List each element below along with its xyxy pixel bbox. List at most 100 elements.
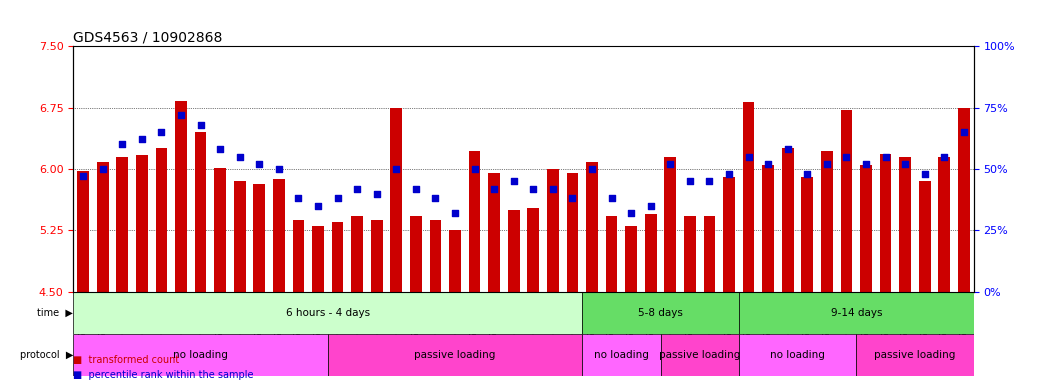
Point <box>819 161 836 167</box>
Point <box>387 166 404 172</box>
Point <box>407 185 424 192</box>
Bar <box>449 230 461 292</box>
Bar <box>156 149 168 292</box>
Point <box>525 185 541 192</box>
Text: no loading: no loading <box>771 350 825 360</box>
Point <box>466 166 483 172</box>
Point <box>564 195 581 202</box>
Point <box>544 185 561 192</box>
Bar <box>253 184 265 292</box>
Bar <box>879 154 891 292</box>
Point <box>662 161 678 167</box>
Bar <box>645 214 656 292</box>
Point <box>486 185 503 192</box>
Point <box>251 161 268 167</box>
Bar <box>704 217 715 292</box>
Point <box>270 166 287 172</box>
Bar <box>782 149 794 292</box>
Point <box>173 112 190 118</box>
Point <box>838 154 854 160</box>
Bar <box>312 226 324 292</box>
Point <box>369 190 385 197</box>
Bar <box>391 108 402 292</box>
Bar <box>919 181 931 292</box>
Bar <box>723 177 735 292</box>
Text: no loading: no loading <box>594 350 649 360</box>
Point <box>447 210 464 216</box>
Point <box>583 166 600 172</box>
Bar <box>625 226 637 292</box>
Point <box>720 171 737 177</box>
Bar <box>488 173 500 292</box>
Bar <box>586 162 598 292</box>
Point <box>310 203 327 209</box>
FancyBboxPatch shape <box>328 334 582 376</box>
Bar <box>684 217 696 292</box>
FancyBboxPatch shape <box>73 292 582 334</box>
Bar <box>116 157 128 292</box>
Text: GDS4563 / 10902868: GDS4563 / 10902868 <box>73 31 223 45</box>
Bar <box>938 157 951 292</box>
Bar <box>273 179 285 292</box>
Point <box>427 195 444 202</box>
Point <box>231 154 248 160</box>
Point <box>779 146 796 152</box>
Bar <box>742 102 755 292</box>
Bar <box>215 168 226 292</box>
Point <box>936 154 953 160</box>
Text: 5-8 days: 5-8 days <box>638 308 683 318</box>
Point <box>603 195 620 202</box>
Bar <box>665 157 676 292</box>
Text: protocol  ▶: protocol ▶ <box>20 350 73 360</box>
Text: passive loading: passive loading <box>874 350 956 360</box>
Point <box>153 129 170 135</box>
Point <box>290 195 307 202</box>
Bar <box>77 170 89 292</box>
Bar <box>762 165 774 292</box>
Point <box>760 161 777 167</box>
Point <box>623 210 640 216</box>
Bar <box>861 165 872 292</box>
Point <box>701 178 718 184</box>
Point <box>682 178 698 184</box>
Bar <box>233 181 246 292</box>
FancyBboxPatch shape <box>73 334 328 376</box>
Text: passive loading: passive loading <box>659 350 740 360</box>
Bar <box>429 220 441 292</box>
Bar <box>566 173 578 292</box>
Text: 9-14 days: 9-14 days <box>830 308 882 318</box>
Point <box>114 141 131 147</box>
Text: ■  percentile rank within the sample: ■ percentile rank within the sample <box>73 370 253 380</box>
Bar <box>958 108 970 292</box>
FancyBboxPatch shape <box>739 334 856 376</box>
Bar <box>508 210 519 292</box>
Text: ■  transformed count: ■ transformed count <box>73 355 179 365</box>
Point <box>799 171 816 177</box>
Bar <box>332 222 343 292</box>
Point <box>740 154 757 160</box>
Bar <box>175 101 186 292</box>
Point <box>349 185 365 192</box>
Bar <box>136 155 148 292</box>
Bar <box>96 162 109 292</box>
Bar <box>469 151 481 292</box>
Point <box>329 195 346 202</box>
Bar <box>801 177 814 292</box>
Point <box>643 203 660 209</box>
Bar <box>195 132 206 292</box>
Point <box>916 171 933 177</box>
FancyBboxPatch shape <box>856 334 974 376</box>
FancyBboxPatch shape <box>582 292 739 334</box>
Bar <box>821 151 832 292</box>
Point <box>877 154 894 160</box>
Bar <box>841 110 852 292</box>
Text: passive loading: passive loading <box>415 350 495 360</box>
Bar <box>606 217 618 292</box>
Bar <box>351 217 363 292</box>
Point <box>211 146 228 152</box>
Point <box>956 129 973 135</box>
Point <box>74 173 91 179</box>
Point <box>94 166 111 172</box>
Point <box>857 161 874 167</box>
Text: 6 hours - 4 days: 6 hours - 4 days <box>286 308 370 318</box>
